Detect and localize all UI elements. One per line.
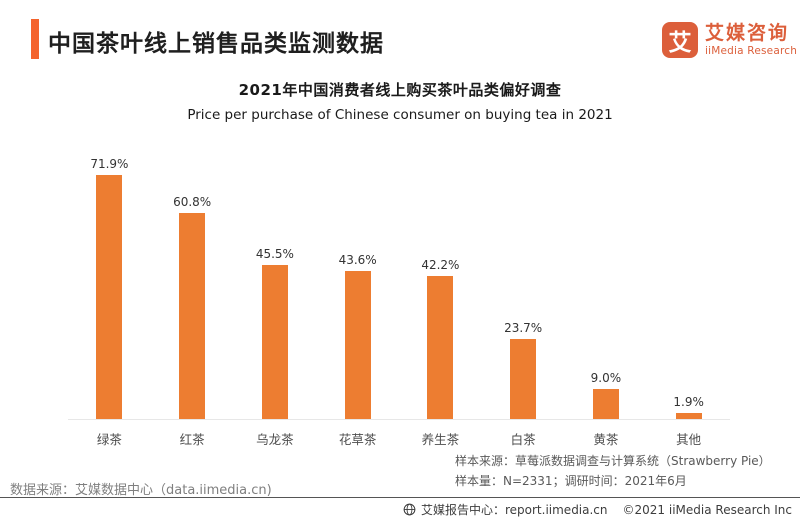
bar-chart: 71.9% 60.8% 45.5% 43.6% 42.2% 23.7% 9.0% 1.9% 绿…	[68, 150, 730, 448]
bar-column: 23.7%	[482, 321, 565, 419]
bar-column: 1.9%	[647, 395, 730, 419]
bar-value-label: 71.9%	[90, 157, 129, 172]
bar-column: 43.6%	[316, 253, 399, 419]
globe-icon	[403, 503, 416, 516]
bar-value-label: 9.0%	[590, 370, 622, 385]
bar	[179, 212, 206, 419]
chart-title: 2021年中国消费者线上购买茶叶品类偏好调查	[238, 81, 562, 99]
bar-value-label: 45.5%	[255, 246, 294, 261]
category-label: 黄茶	[593, 432, 619, 447]
footer-divider	[0, 497, 800, 498]
footer-report-center: 艾媒报告中心：report.iimedia.cn	[420, 503, 608, 517]
category-label: 乌龙茶	[256, 432, 294, 447]
iimedia-logo-text: 艾媒咨询 iiMedia Research	[705, 21, 798, 57]
bar	[675, 412, 702, 419]
category-label: 养生茶	[421, 432, 460, 447]
bar	[427, 275, 454, 419]
bar-value-label: 43.6%	[338, 253, 377, 268]
footer: 艾媒报告中心：report.iimedia.cn ©2021 iiMedia R…	[403, 501, 792, 518]
footer-copyright: ©2021 iiMedia Research Inc	[622, 502, 792, 517]
bar-value-label: 23.7%	[504, 320, 543, 335]
bar-value-label: 60.8%	[173, 194, 212, 209]
bar-value-label: 1.9%	[673, 394, 704, 409]
chart-subtitle: Price per purchase of Chinese consumer o…	[187, 107, 613, 123]
bar	[592, 388, 619, 419]
page-title: 中国茶叶线上销售品类监测数据	[48, 31, 384, 57]
bar	[96, 175, 123, 419]
bar	[344, 271, 371, 419]
sample-notes: 样本来源：草莓派数据调查与计算系统（Strawberry Pie） 样本量：N=…	[455, 451, 771, 491]
title-accent-bar	[31, 19, 39, 59]
chart-title-block: 2021年中国消费者线上购买茶叶品类偏好调查 Price per purchas…	[0, 79, 800, 123]
data-source-note: 数据来源：艾媒数据中心（data.iimedia.cn)	[10, 483, 272, 498]
bar-plot: 71.9% 60.8% 45.5% 43.6% 42.2% 23.7% 9.0% 1.9%	[68, 150, 730, 420]
bar	[261, 264, 288, 419]
category-label: 花草茶	[338, 432, 377, 447]
bar-column: 42.2%	[399, 258, 482, 419]
bar-column: 9.0%	[565, 370, 648, 419]
brand-name-cn: 艾媒咨询	[705, 21, 790, 44]
brand-name-en: iiMedia Research	[705, 44, 798, 57]
category-label: 白茶	[510, 432, 536, 447]
iimedia-logo: 艾 艾媒咨询 iiMedia Research	[662, 22, 797, 58]
category-label: 绿茶	[96, 432, 122, 447]
bar-column: 60.8%	[151, 195, 234, 419]
sample-info-note: 样本量：N=2331；调研时间：2021年6月	[455, 474, 687, 488]
bar-column: 71.9%	[68, 157, 151, 419]
category-axis: 绿茶 红茶 乌龙茶 花草茶 养生茶 白茶 黄茶 其他	[68, 420, 730, 448]
iimedia-logo-icon: 艾	[662, 22, 698, 58]
category-label: 红茶	[179, 432, 205, 447]
sample-source-note: 样本来源：草莓派数据调查与计算系统（Strawberry Pie）	[455, 454, 771, 468]
bar-value-label: 42.2%	[421, 257, 460, 272]
category-label: 其他	[676, 432, 702, 447]
bar	[510, 338, 537, 419]
bar-column: 45.5%	[234, 247, 317, 419]
